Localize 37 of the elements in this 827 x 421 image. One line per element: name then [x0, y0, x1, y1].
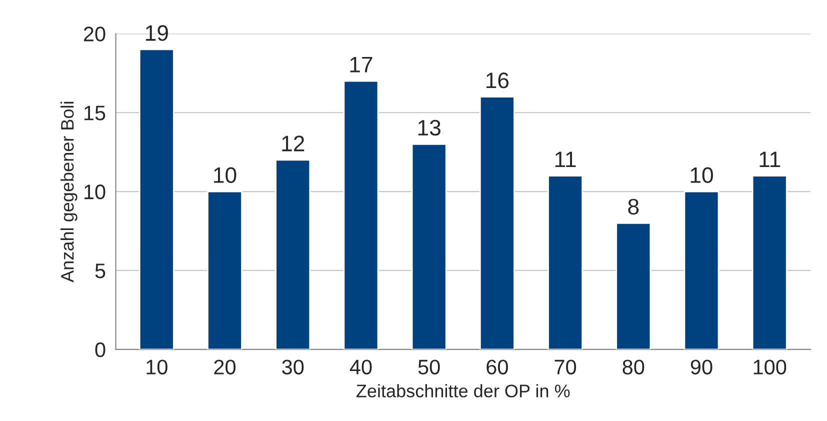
y-tick-label: 5 — [95, 264, 106, 278]
x-axis-title: Zeitabschnitte der OP in % — [356, 384, 570, 398]
x-tick-label: 20 — [214, 360, 236, 374]
data-label: 10 — [690, 167, 713, 183]
x-tick-label: 60 — [486, 360, 508, 374]
data-label: 16 — [486, 72, 509, 88]
x-tick-label: 90 — [690, 360, 712, 374]
bar — [479, 96, 515, 350]
x-tick-label: 50 — [418, 360, 440, 374]
y-tick-label: 20 — [84, 26, 106, 42]
x-tick-label: 40 — [350, 360, 372, 374]
bar — [548, 175, 583, 350]
data-label: 11 — [555, 152, 576, 167]
y-tick-label: 10 — [84, 184, 106, 200]
x-tick-label: 100 — [754, 360, 786, 374]
x-tick-label: 10 — [146, 360, 168, 374]
y-tick-label: 0 — [95, 342, 106, 358]
x-tick-label: 70 — [554, 360, 576, 374]
x-tick-label: 80 — [622, 360, 644, 374]
data-label: 8 — [628, 198, 639, 215]
y-tick-label: 15 — [84, 106, 106, 120]
data-label: 17 — [350, 56, 372, 72]
data-label: 11 — [760, 152, 780, 167]
bar — [411, 144, 447, 350]
data-label: 19 — [146, 25, 168, 41]
data-label: 12 — [282, 136, 304, 152]
data-label: 13 — [418, 120, 440, 136]
bar — [275, 159, 311, 350]
y-axis-title: Anzahl gegebener Boli — [60, 102, 78, 282]
bar — [207, 190, 242, 350]
data-label: 10 — [214, 167, 236, 183]
bar — [138, 48, 174, 350]
bar — [343, 80, 379, 350]
bar — [752, 175, 788, 350]
x-tick-label: 30 — [282, 360, 304, 374]
bar — [616, 222, 652, 350]
bar — [684, 190, 720, 350]
